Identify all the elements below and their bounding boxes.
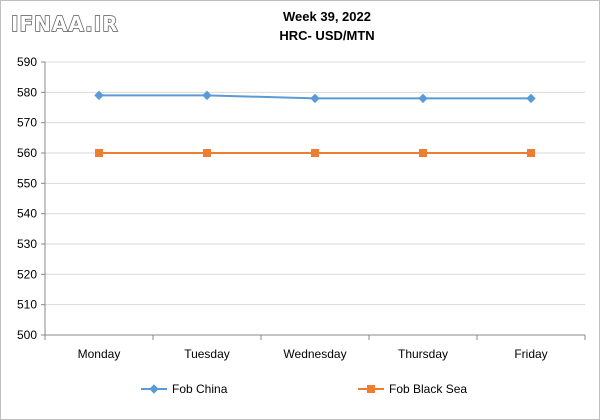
data-point	[419, 149, 427, 157]
y-tick-label: 510	[17, 298, 37, 312]
data-point	[95, 149, 103, 157]
data-point	[311, 149, 319, 157]
series-group	[94, 90, 536, 157]
x-tick-label: Thursday	[398, 347, 448, 361]
y-tick-label: 560	[17, 146, 37, 160]
data-point	[310, 93, 320, 104]
y-tick-label: 580	[17, 85, 37, 99]
y-tick-label: 550	[17, 176, 37, 190]
x-axis-ticks: Monday Tuesday Wednesday Thursday Friday	[78, 347, 548, 361]
legend-label: Fob Black Sea	[389, 382, 467, 396]
data-point	[203, 149, 211, 157]
logo-watermark: IFNAA.IR	[11, 12, 119, 36]
chart-title: Week 39, 2022	[283, 9, 371, 24]
y-tick-label: 520	[17, 267, 37, 281]
chart-subtitle: HRC- USD/MTN	[279, 28, 374, 43]
data-point	[202, 90, 212, 101]
y-axis-ticks: 500 510 520 530 540 550 560 570 580 590	[17, 55, 37, 342]
x-tick-label: Wednesday	[283, 347, 346, 361]
legend-marker	[367, 385, 375, 393]
data-point	[526, 93, 536, 104]
y-tick-label: 570	[17, 116, 37, 130]
y-tick-label: 590	[17, 55, 37, 69]
y-tick-label: 540	[17, 207, 37, 221]
x-tick-label: Friday	[514, 347, 547, 361]
legend: Fob China Fob Black Sea	[141, 382, 467, 396]
legend-marker	[149, 384, 159, 394]
x-tick-label: Tuesday	[184, 347, 230, 361]
y-tick-label: 500	[17, 328, 37, 342]
data-point	[94, 90, 104, 101]
data-point	[527, 149, 535, 157]
axes	[41, 61, 586, 340]
y-tick-label: 530	[17, 237, 37, 251]
data-point	[418, 93, 428, 104]
legend-label: Fob China	[172, 382, 228, 396]
x-tick-label: Monday	[78, 347, 121, 361]
